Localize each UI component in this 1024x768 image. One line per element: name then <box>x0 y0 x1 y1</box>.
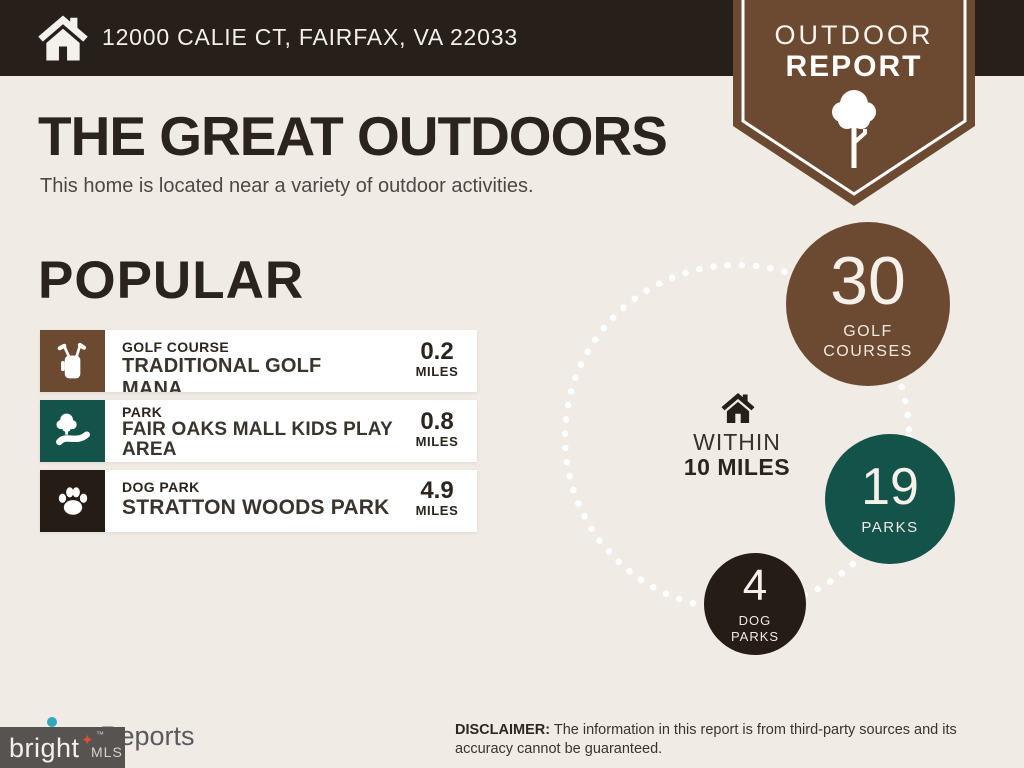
paw-icon <box>40 470 105 532</box>
report-ribbon: OUTDOOR REPORT <box>733 0 975 206</box>
stat-value: 19 <box>861 458 919 516</box>
stat-value: 4 <box>742 560 768 610</box>
ribbon-title-line1: OUTDOOR <box>774 20 934 50</box>
park-icon <box>40 400 105 462</box>
house-icon <box>721 393 755 423</box>
poi-info: PARK FAIR OAKS MALL KIDS PLAY AREA <box>105 400 397 462</box>
stat-label: DOG PARKS <box>730 612 780 644</box>
tree-icon <box>832 90 876 168</box>
poi-info: GOLF COURSE TRADITIONAL GOLF MANA <box>105 330 397 392</box>
poi-list: GOLF COURSE TRADITIONAL GOLF MANA 0.2 MI… <box>40 330 477 532</box>
poi-category: PARK <box>122 404 163 420</box>
poi-name-line1: TRADITIONAL GOLF <box>122 355 322 377</box>
trademark-symbol: ™ <box>96 730 104 739</box>
poi-info: DOG PARK STRATTON WOODS PARK <box>105 470 397 532</box>
stat-value: 30 <box>830 242 906 319</box>
brightmls-logo: bright ✦ ™ MLS <box>0 727 125 768</box>
poi-name-line1: STRATTON WOODS PARK <box>122 496 390 519</box>
poi-category: GOLF COURSE <box>122 339 230 355</box>
logo-dot <box>47 717 57 727</box>
distance-unit: MILES <box>415 364 459 379</box>
within-label: WITHIN <box>693 429 781 455</box>
popular-heading: POPULAR <box>38 251 305 310</box>
stat-circle-golf-courses: 30 GOLF COURSES <box>786 222 950 386</box>
poi-distance: 0.8 MILES <box>397 400 477 462</box>
poi-distance: 4.9 MILES <box>397 470 477 532</box>
golf-bag-icon <box>40 330 105 392</box>
poi-name-line2: AREA <box>122 439 177 460</box>
stat-label: PARKS <box>861 519 919 536</box>
distance-unit: MILES <box>415 503 459 518</box>
distance-unit: MILES <box>415 434 459 449</box>
stat-label: GOLF COURSES <box>823 322 913 360</box>
disclaimer-line1: DISCLAIMER: The information in this repo… <box>455 722 957 738</box>
poi-name-line2: MANA <box>122 378 183 392</box>
star-icon: ✦ <box>81 732 94 749</box>
within-distance: 10 MILES <box>683 454 791 480</box>
brand-wordmark: bright <box>9 733 80 763</box>
page-subtitle: This home is located near a variety of o… <box>40 175 534 197</box>
poi-category: DOG PARK <box>122 479 200 495</box>
stat-circle-parks: 19 PARKS <box>825 434 955 564</box>
poi-row-dog-park: DOG PARK STRATTON WOODS PARK 4.9 MILES <box>40 470 477 532</box>
ribbon-shape <box>733 0 975 206</box>
poi-name-line1: FAIR OAKS MALL KIDS PLAY <box>122 419 393 440</box>
poi-distance: 0.2 MILES <box>397 330 477 392</box>
disclaimer: DISCLAIMER: The information in this repo… <box>455 721 957 759</box>
stat-circle-dog-parks: 4 DOG PARKS <box>704 553 806 655</box>
poi-row-park: PARK FAIR OAKS MALL KIDS PLAY AREA 0.8 M… <box>40 400 477 462</box>
property-address: 12000 CALIE CT, FAIRFAX, VA 22033 <box>102 24 518 50</box>
distance-value: 0.2 <box>420 338 454 365</box>
home-icon <box>38 15 88 61</box>
disclaimer-line2: accuracy cannot be guaranteed. <box>455 741 663 757</box>
brand-mls-label: MLS <box>91 744 123 760</box>
distance-value: 4.9 <box>420 477 454 504</box>
ribbon-title-line2: REPORT <box>785 50 923 83</box>
poi-row-golf-course: GOLF COURSE TRADITIONAL GOLF MANA 0.2 MI… <box>40 330 477 392</box>
distance-value: 0.8 <box>420 408 454 435</box>
page-title: THE GREAT OUTDOORS <box>38 105 668 167</box>
